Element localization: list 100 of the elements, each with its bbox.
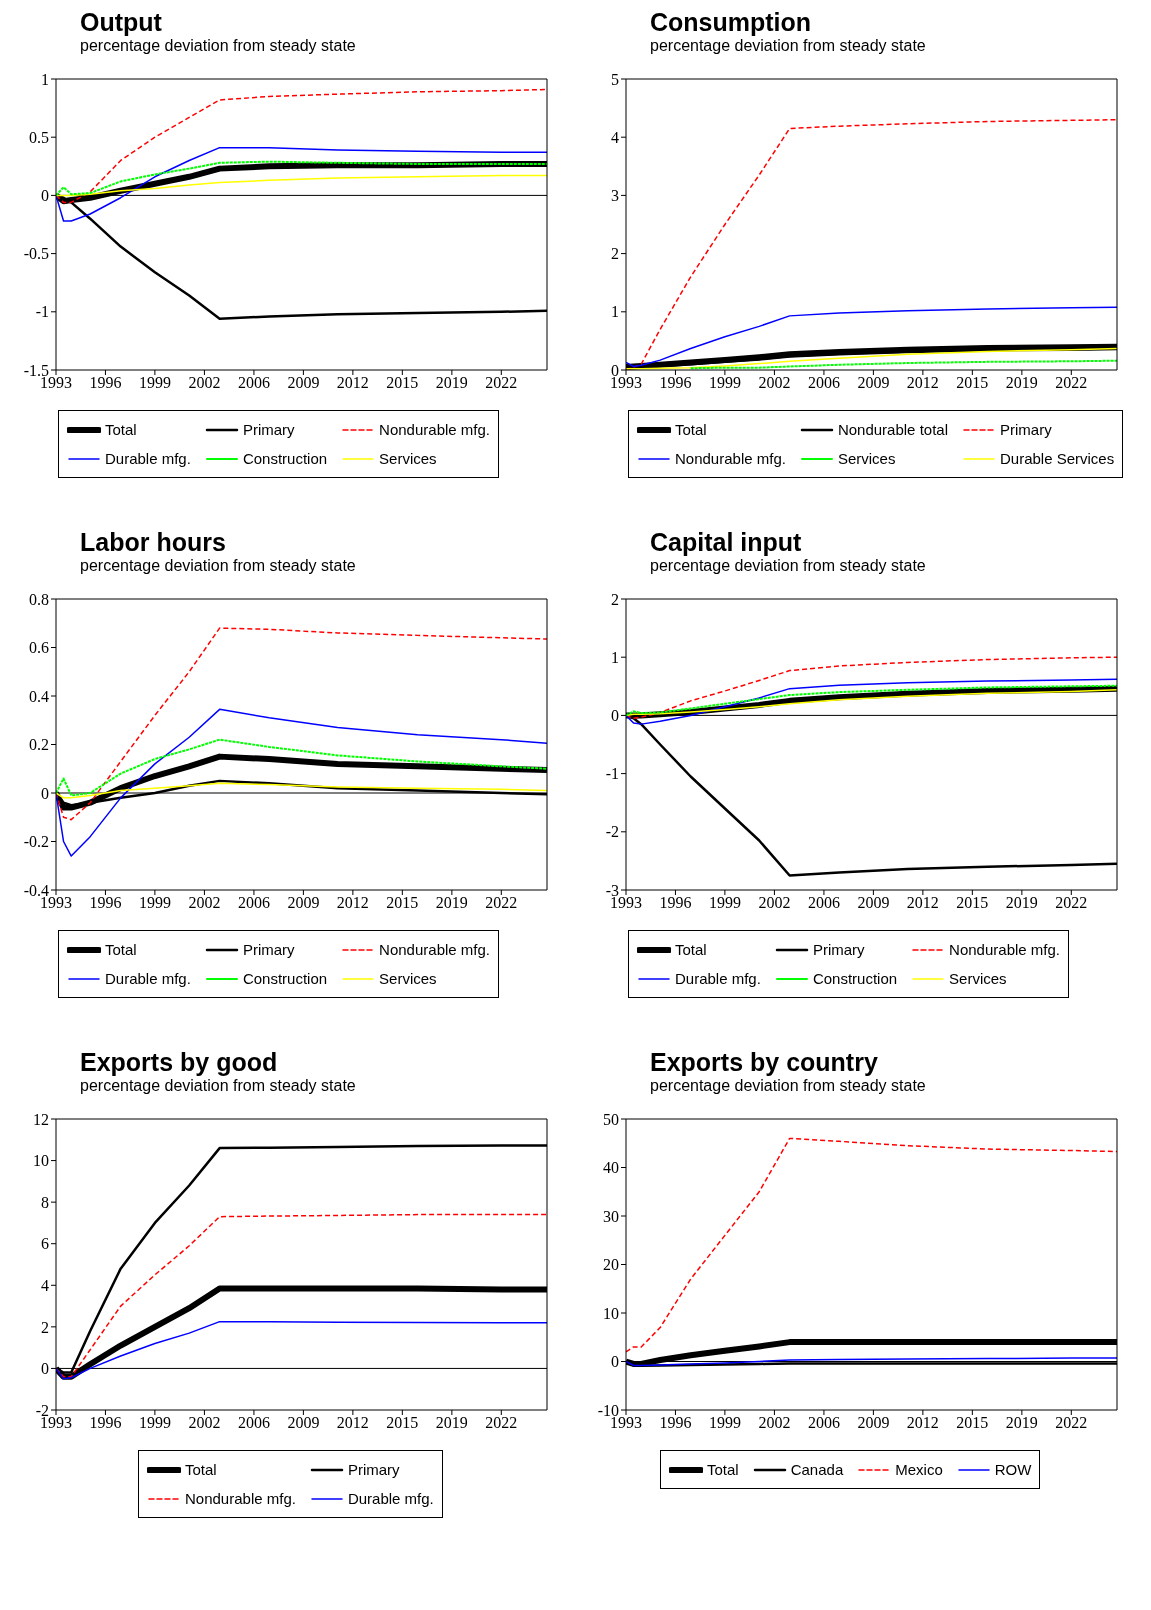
x-tick-label: 1996: [659, 894, 692, 912]
x-tick-label: 1996: [89, 374, 122, 392]
y-tick-label: 1: [611, 648, 619, 666]
x-tick-label: 1996: [89, 894, 122, 912]
y-tick-label: 5: [611, 70, 619, 88]
x-tick-label: 1996: [659, 374, 692, 392]
legend-label: Canada: [790, 1461, 844, 1478]
legend-label: Nondurable mfg.: [949, 941, 1060, 958]
y-tick-label: 10: [33, 1152, 49, 1170]
x-tick-label: 2019: [1005, 374, 1038, 392]
x-tick-label: 2006: [237, 894, 270, 912]
y-tick-label: 6: [41, 1235, 49, 1253]
x-tick-label: 2006: [237, 374, 270, 392]
x-tick-label: 2006: [237, 1414, 270, 1432]
y-tick-label: -1: [35, 303, 49, 321]
x-tick-label: 2012: [336, 374, 369, 392]
legend-label: Services: [379, 970, 437, 987]
chart-subtitle: percentage deviation from steady state: [80, 1076, 357, 1096]
y-tick-label: 0.4: [29, 687, 49, 705]
x-tick-label: 2019: [1005, 894, 1038, 912]
legend-label: Durable mfg.: [105, 450, 191, 467]
chart-subtitle: percentage deviation from steady state: [80, 556, 357, 576]
x-tick-label: 2019: [1005, 1414, 1038, 1432]
legend-label: Services: [949, 970, 1007, 987]
y-tick-label: -2: [605, 823, 619, 841]
legend-label: Primary: [812, 941, 865, 958]
chart-subtitle: percentage deviation from steady state: [650, 1076, 927, 1096]
x-tick-label: 2006: [807, 1414, 840, 1432]
x-tick-label: 2015: [386, 374, 419, 392]
x-tick-label: 1999: [138, 894, 171, 912]
x-tick-label: 2015: [956, 894, 989, 912]
legend-label: Nondurable total: [837, 421, 948, 438]
x-tick-label: 2015: [956, 374, 989, 392]
x-tick-label: 2009: [857, 894, 890, 912]
x-tick-label: 2019: [435, 894, 468, 912]
y-tick-label: 0.5: [29, 128, 49, 146]
legend-label: Total: [105, 421, 137, 438]
x-tick-label: 2002: [758, 1414, 791, 1432]
x-tick-label: 2012: [906, 894, 939, 912]
y-tick-label: 0: [41, 784, 49, 802]
y-tick-label: -1: [605, 765, 619, 783]
y-tick-label: 8: [41, 1193, 49, 1211]
x-tick-label: 2009: [287, 374, 320, 392]
y-tick-label: 2: [41, 1318, 49, 1336]
y-tick-label: -0.2: [23, 833, 49, 851]
y-tick-label: 12: [33, 1110, 49, 1128]
x-tick-label: 2006: [807, 894, 840, 912]
x-tick-label: 1999: [708, 1414, 741, 1432]
y-tick-label: 3: [611, 187, 619, 205]
x-tick-label: 1996: [89, 1414, 122, 1432]
x-tick-label: 2019: [435, 1414, 468, 1432]
chart-title: Exports by country: [650, 1048, 879, 1076]
x-tick-label: 1999: [138, 1414, 171, 1432]
y-tick-label: 1: [41, 70, 49, 88]
y-tick-label: 2: [611, 245, 619, 263]
x-tick-label: 2012: [336, 1414, 369, 1432]
y-tick-label: 10: [603, 1304, 619, 1322]
y-tick-label: 40: [603, 1159, 619, 1177]
legend-label: Mexico: [895, 1461, 943, 1478]
x-tick-label: 2015: [956, 1414, 989, 1432]
legend-label: Total: [707, 1461, 739, 1478]
legend-label: Services: [837, 450, 896, 467]
x-tick-label: 2022: [485, 374, 518, 392]
y-tick-label: 50: [603, 1110, 619, 1128]
x-tick-label: 2002: [758, 374, 791, 392]
chart-subtitle: percentage deviation from steady state: [650, 36, 927, 56]
legend-label: Nondurable mfg.: [185, 1490, 296, 1507]
legend-label: ROW: [994, 1461, 1032, 1478]
x-tick-label: 2002: [188, 374, 221, 392]
legend-label: Nondurable mfg.: [379, 421, 490, 438]
x-tick-label: 2022: [1055, 374, 1088, 392]
y-tick-label: 0: [41, 187, 49, 205]
legend-label: Total: [675, 421, 707, 438]
y-tick-label: 0.2: [29, 736, 49, 754]
y-tick-label: 0: [611, 707, 619, 725]
legend-label: Construction: [812, 970, 898, 987]
chart-title: Output: [80, 8, 163, 36]
x-tick-label: 2022: [1055, 894, 1088, 912]
x-tick-label: 1999: [708, 894, 741, 912]
chart-title: Exports by good: [80, 1048, 279, 1076]
legend-label: Construction: [242, 450, 328, 467]
y-tick-label: 30: [603, 1207, 619, 1225]
chart-subtitle: percentage deviation from steady state: [650, 556, 927, 576]
legend-label: Durable Services: [999, 450, 1115, 467]
legend-label: Durable mfg.: [105, 970, 191, 987]
chart-title: Consumption: [650, 8, 813, 36]
x-tick-label: 2002: [188, 1414, 221, 1432]
y-tick-label: 4: [611, 128, 619, 146]
x-tick-label: 2015: [386, 894, 419, 912]
legend-label: Durable mfg.: [347, 1490, 434, 1507]
y-tick-label: 0: [611, 1353, 619, 1371]
x-tick-label: 2012: [336, 894, 369, 912]
legend-label: Primary: [242, 421, 295, 438]
legend-label: Primary: [347, 1461, 400, 1478]
chart-subtitle: percentage deviation from steady state: [80, 36, 357, 56]
x-tick-label: 2012: [906, 1414, 939, 1432]
x-tick-label: 2022: [1055, 1414, 1088, 1432]
legend-label: Durable mfg.: [675, 970, 761, 987]
y-tick-label: -0.5: [23, 245, 49, 263]
x-tick-label: 2015: [386, 1414, 419, 1432]
